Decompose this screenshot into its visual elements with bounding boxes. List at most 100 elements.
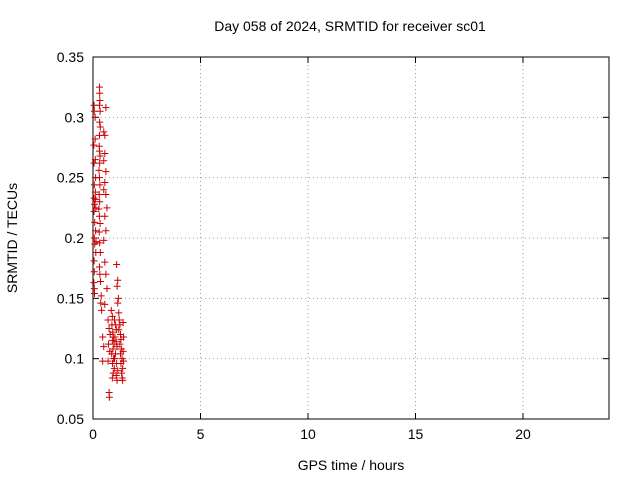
data-point [108,337,116,345]
data-point [100,186,108,194]
data-point [114,276,122,284]
data-point [104,316,112,324]
data-point [95,228,103,236]
data-point [111,333,119,341]
data-point [91,200,99,208]
y-tick-label: 0.1 [65,351,85,367]
data-point [91,113,99,121]
data-point [108,374,116,382]
data-point [111,355,118,363]
x-tick-label: 0 [89,426,97,442]
data-point [95,83,103,91]
data-point [95,263,103,271]
data-point [101,150,109,158]
data-point [102,191,110,199]
data-point [92,227,100,235]
data-point [98,306,106,314]
data-point [96,107,104,115]
data-point [90,257,98,265]
data-point [96,198,104,206]
data-point [95,174,103,182]
data-point [100,236,108,244]
data-point [96,181,104,189]
data-point [118,369,126,377]
x-axis-label: GPS time / hours [297,457,405,473]
data-point [100,157,108,165]
data-point [114,367,122,375]
data-point [91,156,99,164]
data-point [103,204,111,212]
data-point [101,300,109,308]
y-tick-label: 0.05 [57,411,84,427]
data-point [95,191,103,199]
data-point [97,299,105,307]
data-point [96,118,104,126]
data-point [109,345,117,353]
x-tick-label: 20 [515,426,531,442]
data-point [104,357,112,365]
data-point [102,104,110,112]
data-point [90,268,98,276]
data-point [95,166,103,174]
data-point [90,141,98,149]
data-point [91,188,99,196]
y-tick-label: 0.15 [57,290,84,306]
data-point [90,207,98,215]
data-point [115,309,123,317]
data-point [116,340,124,348]
data-point [92,195,100,203]
data-point [113,282,121,290]
y-tick-label: 0.3 [65,109,85,125]
data-point [119,347,127,355]
data-point [90,234,98,242]
data-point [105,325,113,332]
plot-frame [92,56,610,420]
x-tick-label: 5 [197,426,205,442]
data-point [91,290,99,298]
data-point [96,220,104,228]
data-point [102,270,110,278]
data-point [119,376,127,384]
y-axis-label: SRMTID / TECUs [4,182,20,294]
data-point [96,248,104,256]
data-point [105,393,113,401]
data-point [95,101,103,109]
data-point [96,123,104,131]
data-point [115,316,123,324]
data-point [113,261,121,269]
y-tick-label: 0.35 [57,49,84,65]
data-point [96,152,104,160]
data-point [96,159,104,167]
data-point [101,178,109,186]
data-point [112,372,120,380]
data-point [96,239,104,247]
data-point [100,128,108,136]
data-point [92,204,100,212]
data-point [119,364,127,372]
data-point [100,343,108,351]
data-point [115,326,123,334]
data-point [114,299,122,307]
data-point [96,270,104,278]
chart-title: Day 058 of 2024, SRMTID for receiver sc0… [214,18,486,34]
data-point [112,338,120,346]
data-point [103,285,111,293]
data-point [114,294,122,302]
data-point [101,212,109,220]
data-point [107,306,115,314]
data-point [101,131,109,139]
data-point [120,333,128,341]
data-point [120,357,128,365]
data-point [96,89,104,97]
data-point [91,135,99,143]
data-point [108,312,116,320]
data-point [102,168,110,176]
y-tick-label: 0.2 [65,230,85,246]
data-point [90,194,98,202]
data-point [91,218,99,226]
data-point [101,258,109,266]
data-point [97,277,105,285]
data-point [90,279,98,287]
y-tick-label: 0.25 [57,170,84,186]
